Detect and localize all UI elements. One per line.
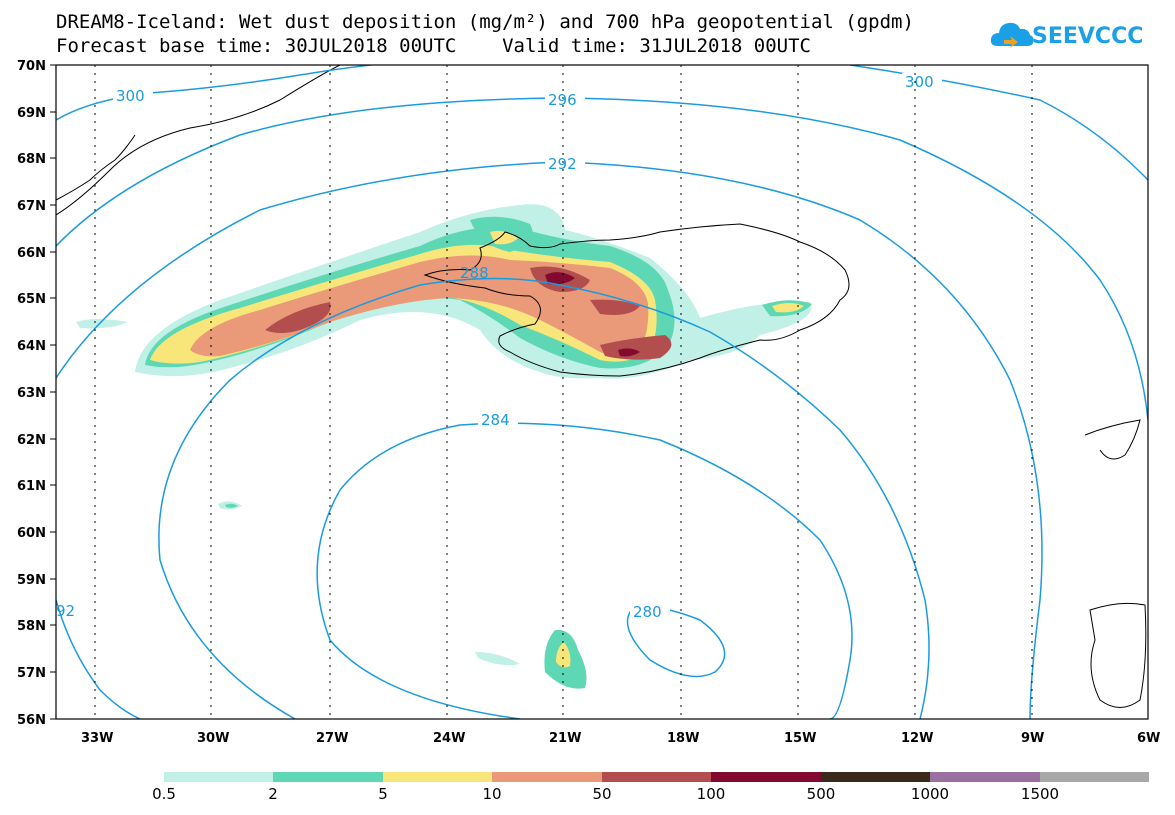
colorbar-segment [1039, 772, 1149, 782]
colorbar-segment [601, 772, 712, 782]
colorbar-segment [273, 772, 383, 782]
lon-label-18w: 18W [667, 731, 699, 746]
colorbar-segment [382, 772, 493, 782]
lat-label-64n: 64N [17, 339, 46, 354]
lat-label-56n: 56N [17, 713, 46, 728]
lat-label-66n: 66N [17, 246, 46, 261]
lon-label-15w: 15W [784, 731, 816, 746]
colorbar-segment [711, 772, 821, 782]
seevccc-logo: SEEVCCC [990, 18, 1160, 58]
lat-label-63n: 63N [17, 386, 46, 401]
colorbar-label: 5 [378, 785, 388, 803]
lon-label-33w: 33W [81, 731, 113, 746]
lat-label-58n: 58N [17, 619, 46, 634]
lon-label-21w: 21W [549, 731, 581, 746]
longitude-gridlines [94, 65, 1033, 719]
colorbar-label: 100 [696, 785, 726, 803]
colorbar-segment [930, 772, 1040, 782]
contour-labels: 300 296 292 288 284 280 300 92 [56, 73, 942, 621]
lat-label-61n: 61N [17, 479, 46, 494]
dust-deposition-shading [76, 204, 812, 689]
longitude-labels: 33W 30W 27W 24W 21W 18W 15W 12W 9W 6W [81, 731, 1160, 746]
lon-label-12w: 12W [901, 731, 933, 746]
chart-title-line-1: DREAM8-Iceland: Wet dust deposition (mg/… [56, 11, 914, 33]
lat-label-68n: 68N [17, 152, 46, 167]
colorbar-label: 500 [806, 785, 836, 803]
colorbar-label: 2 [268, 785, 278, 803]
coastlines [56, 65, 1147, 708]
contour-label-300-east: 300 [905, 73, 934, 91]
lat-label-57n: 57N [17, 666, 46, 681]
colorbar-label: 50 [592, 785, 612, 803]
colorbar [164, 772, 1149, 782]
colorbar-label: 1500 [1020, 785, 1060, 803]
colorbar-label: 1000 [910, 785, 950, 803]
colorbar-segment [164, 772, 274, 782]
logo-text: SEEVCCC [1032, 24, 1144, 49]
colorbar-segment [820, 772, 931, 782]
contour-label-292-edge: 92 [56, 602, 75, 620]
colorbar-label: 10 [482, 785, 502, 803]
lat-label-62n: 62N [17, 433, 46, 448]
lon-label-24w: 24W [433, 731, 465, 746]
contour-label-280: 280 [633, 603, 662, 621]
plot-frame [55, 64, 1149, 720]
lat-label-67n: 67N [17, 199, 46, 214]
chart-title-line-2: Forecast base time: 30JUL2018 00UTC Vali… [56, 35, 811, 57]
latitude-labels: 70N 69N 68N 67N 66N 65N 64N 63N 62N 61N … [17, 59, 46, 728]
axis-ticks [50, 64, 56, 720]
lat-label-69n: 69N [17, 106, 46, 121]
contour-label-296: 296 [548, 91, 577, 109]
colorbar-label: 0.5 [152, 785, 176, 803]
lat-label-60n: 60N [17, 526, 46, 541]
lat-label-59n: 59N [17, 573, 46, 588]
lon-label-6w: 6W [1137, 731, 1160, 746]
lon-label-30w: 30W [197, 731, 229, 746]
geopotential-contours [56, 65, 1148, 719]
contour-label-288: 288 [460, 264, 489, 282]
colorbar-segment [492, 772, 602, 782]
lat-label-65n: 65N [17, 292, 46, 307]
contour-label-284: 284 [481, 411, 510, 429]
lat-label-70n: 70N [17, 59, 46, 74]
cloud-icon [990, 22, 1034, 48]
lon-label-27w: 27W [316, 731, 348, 746]
contour-label-300-west: 300 [116, 87, 145, 105]
contour-label-292: 292 [548, 155, 577, 173]
lon-label-9w: 9W [1021, 731, 1044, 746]
